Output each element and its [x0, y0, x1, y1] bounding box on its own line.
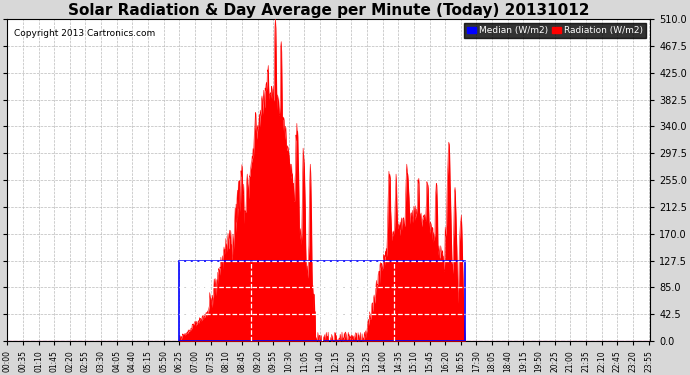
Legend: Median (W/m2), Radiation (W/m2): Median (W/m2), Radiation (W/m2) [464, 24, 646, 38]
Bar [179, 261, 465, 341]
Text: Copyright 2013 Cartronics.com: Copyright 2013 Cartronics.com [14, 28, 155, 38]
Title: Solar Radiation & Day Average per Minute (Today) 20131012: Solar Radiation & Day Average per Minute… [68, 3, 589, 18]
